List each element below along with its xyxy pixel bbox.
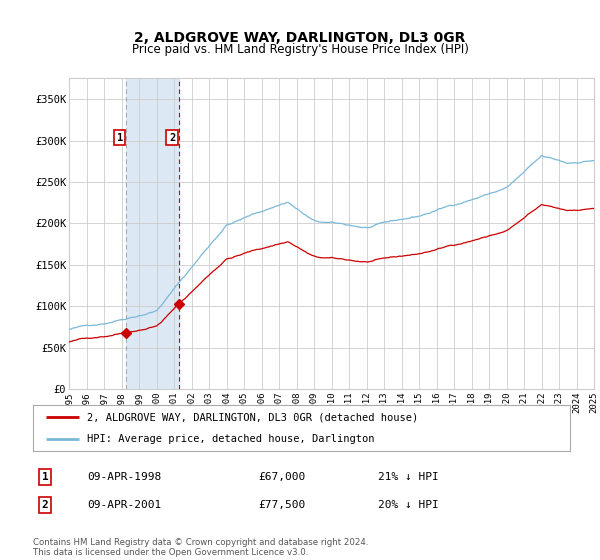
Text: 20% ↓ HPI: 20% ↓ HPI [378,500,439,510]
Text: 09-APR-2001: 09-APR-2001 [87,500,161,510]
Text: 09-APR-1998: 09-APR-1998 [87,472,161,482]
Text: 21% ↓ HPI: 21% ↓ HPI [378,472,439,482]
Text: Contains HM Land Registry data © Crown copyright and database right 2024.
This d: Contains HM Land Registry data © Crown c… [33,538,368,557]
Text: 1: 1 [116,133,123,143]
Text: 1: 1 [41,472,49,482]
Text: 2: 2 [169,133,175,143]
Text: 2, ALDGROVE WAY, DARLINGTON, DL3 0GR: 2, ALDGROVE WAY, DARLINGTON, DL3 0GR [134,31,466,45]
Text: 2, ALDGROVE WAY, DARLINGTON, DL3 0GR (detached house): 2, ALDGROVE WAY, DARLINGTON, DL3 0GR (de… [87,412,418,422]
Text: £67,000: £67,000 [258,472,305,482]
Text: HPI: Average price, detached house, Darlington: HPI: Average price, detached house, Darl… [87,435,374,444]
Text: Price paid vs. HM Land Registry's House Price Index (HPI): Price paid vs. HM Land Registry's House … [131,43,469,56]
Text: 2: 2 [41,500,49,510]
Bar [126,78,179,389]
Text: £77,500: £77,500 [258,500,305,510]
